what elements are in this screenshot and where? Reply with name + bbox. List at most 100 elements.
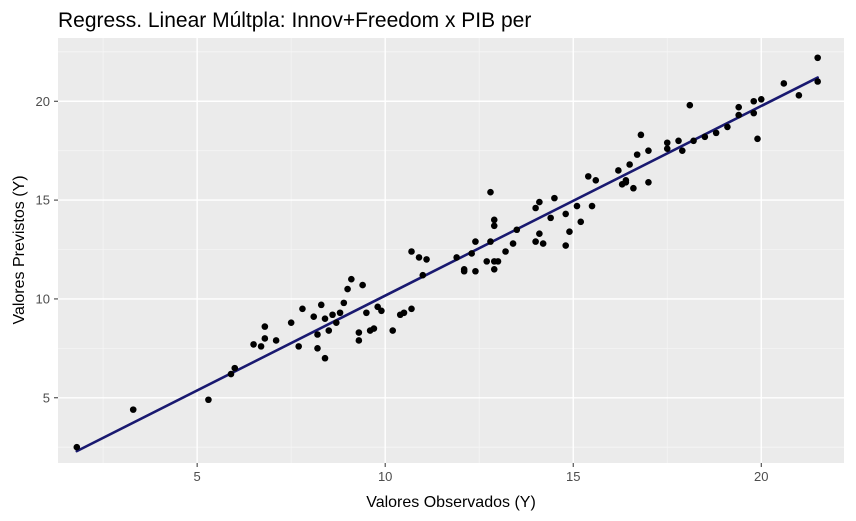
data-point: [314, 345, 321, 352]
data-point: [622, 179, 630, 186]
axis-ticks: 5 10 15 20 5 10 15 20: [36, 94, 769, 484]
data-point: [129, 406, 137, 413]
data-point: [355, 329, 363, 336]
data-point: [626, 161, 633, 168]
data-point: [336, 309, 344, 317]
data-point: [663, 145, 671, 152]
y-tick-label: 20: [36, 94, 50, 109]
data-point: [408, 305, 415, 313]
data-point: [355, 337, 363, 344]
data-point: [299, 305, 306, 313]
data-point: [348, 275, 355, 283]
data-point: [468, 250, 475, 257]
plot-panel: [58, 38, 844, 463]
data-point: [754, 135, 761, 143]
data-point: [566, 228, 573, 236]
points-layer: [73, 54, 821, 451]
data-point: [551, 194, 558, 202]
data-point: [701, 133, 709, 141]
data-point: [532, 238, 539, 245]
y-tick-label: 5: [43, 390, 50, 405]
data-point: [577, 218, 585, 226]
data-point: [675, 137, 682, 145]
data-point: [415, 254, 423, 261]
data-point: [795, 92, 803, 99]
data-point: [400, 309, 408, 317]
data-point: [408, 248, 415, 255]
data-point: [321, 354, 329, 362]
data-point: [509, 240, 517, 247]
x-tick-label: 15: [566, 469, 580, 484]
data-point: [678, 147, 686, 154]
data-point: [487, 238, 494, 245]
data-point: [287, 319, 295, 326]
data-point: [735, 103, 742, 111]
data-point: [314, 331, 321, 338]
data-point: [261, 323, 269, 330]
x-tick-label: 5: [194, 469, 201, 484]
data-point: [472, 267, 479, 275]
data-point: [757, 95, 765, 103]
data-point: [536, 230, 543, 237]
y-tick-label: 15: [36, 193, 50, 208]
data-point: [423, 256, 430, 263]
x-tick-label: 20: [754, 469, 768, 484]
data-point: [750, 97, 758, 105]
data-point: [73, 443, 81, 451]
major-gridlines: [58, 38, 844, 463]
data-point: [310, 313, 318, 321]
data-point: [712, 129, 720, 137]
data-point: [205, 396, 212, 404]
data-point: [340, 299, 348, 307]
data-point: [573, 202, 581, 210]
data-point: [295, 343, 302, 350]
data-point: [562, 242, 570, 249]
data-point: [584, 173, 592, 180]
data-point: [750, 109, 758, 117]
data-point: [460, 267, 468, 275]
data-point: [502, 248, 509, 255]
data-point: [780, 80, 788, 87]
data-point: [539, 240, 547, 247]
data-point: [735, 111, 742, 119]
data-point: [359, 281, 366, 289]
data-point: [389, 327, 397, 334]
data-point: [321, 315, 329, 322]
data-point: [630, 184, 637, 192]
data-point: [645, 147, 652, 154]
data-point: [633, 151, 641, 158]
data-point: [363, 309, 370, 317]
data-point: [490, 265, 498, 273]
minor-gridlines: [58, 38, 844, 463]
y-axis-title: Valores Previstos (Y): [11, 175, 28, 324]
data-point: [483, 258, 491, 265]
data-point: [257, 343, 265, 350]
data-point: [724, 123, 731, 131]
data-point: [261, 335, 269, 342]
data-point: [547, 214, 554, 222]
data-point: [453, 254, 460, 261]
data-point: [419, 271, 427, 279]
data-point: [494, 258, 502, 265]
data-point: [592, 177, 600, 184]
data-point: [344, 285, 351, 293]
data-point: [663, 139, 671, 147]
data-point: [231, 364, 239, 372]
data-point: [615, 167, 622, 174]
data-point: [490, 216, 498, 224]
y-tick-label: 10: [36, 291, 50, 306]
data-point: [332, 319, 340, 326]
data-point: [227, 370, 235, 378]
data-point: [490, 222, 498, 230]
data-point: [814, 78, 821, 85]
x-axis-title: Valores Observados (Y): [366, 494, 536, 511]
data-point: [317, 301, 325, 309]
data-point: [645, 179, 652, 186]
data-point: [370, 325, 378, 332]
data-point: [272, 337, 280, 344]
data-point: [588, 202, 596, 210]
data-point: [329, 311, 336, 319]
data-point: [814, 54, 821, 62]
data-point: [686, 101, 694, 109]
